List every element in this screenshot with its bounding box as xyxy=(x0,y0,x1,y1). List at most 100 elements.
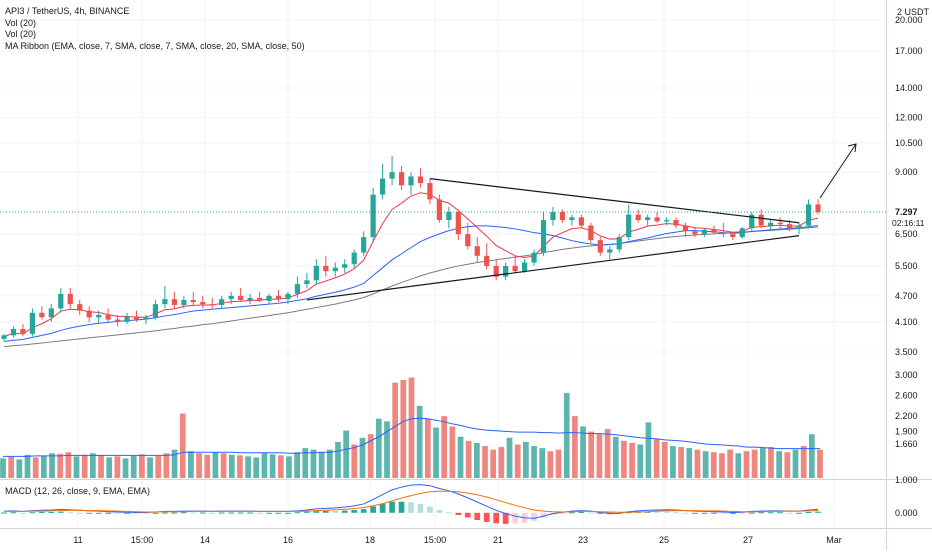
candle[interactable] xyxy=(370,187,376,244)
candle[interactable] xyxy=(332,262,338,277)
candle[interactable] xyxy=(597,237,603,256)
volume-bar[interactable] xyxy=(57,453,64,478)
candle[interactable] xyxy=(304,272,310,288)
candle[interactable] xyxy=(143,315,149,325)
macd-histogram-bar[interactable] xyxy=(408,502,414,513)
candle[interactable] xyxy=(673,217,679,229)
candle[interactable] xyxy=(711,225,717,235)
macd-histogram-bar[interactable] xyxy=(578,511,585,513)
candle[interactable] xyxy=(342,259,348,273)
candle[interactable] xyxy=(749,212,755,232)
volume-bar[interactable] xyxy=(351,444,358,478)
macd-histogram-bar[interactable] xyxy=(748,512,755,514)
volume-bar[interactable] xyxy=(433,427,439,478)
candle[interactable] xyxy=(190,291,196,307)
candle[interactable] xyxy=(493,259,499,281)
macd-histogram-bar[interactable] xyxy=(247,512,253,514)
macd-histogram-bar[interactable] xyxy=(701,512,708,514)
macd-histogram-bar[interactable] xyxy=(294,512,301,514)
volume-bar[interactable] xyxy=(212,452,219,478)
macd-histogram-bar[interactable] xyxy=(67,512,74,514)
candle[interactable] xyxy=(540,212,547,256)
volume-bar[interactable] xyxy=(474,442,480,478)
candle[interactable] xyxy=(294,276,301,298)
volume-bar[interactable] xyxy=(326,449,333,478)
macd-histogram-bar[interactable] xyxy=(124,512,130,514)
symbol-title[interactable]: API3 / TetherUS, 4h, BINANCE xyxy=(5,6,130,16)
candle[interactable] xyxy=(313,259,319,285)
macd-histogram-bar[interactable] xyxy=(1,512,7,514)
volume-bar[interactable] xyxy=(523,441,529,478)
volume-bar[interactable] xyxy=(73,456,80,478)
candle[interactable] xyxy=(796,222,802,235)
candle[interactable] xyxy=(67,287,73,309)
macd-histogram-bar[interactable] xyxy=(654,511,660,513)
volume-bar[interactable] xyxy=(384,421,390,478)
macd-histogram-bar[interactable] xyxy=(180,512,187,514)
volume-bar[interactable] xyxy=(139,454,145,478)
macd-histogram-bar[interactable] xyxy=(95,512,102,514)
macd-histogram-bar[interactable] xyxy=(256,512,263,514)
candle[interactable] xyxy=(181,295,187,309)
macd-histogram-bar[interactable] xyxy=(436,510,443,513)
candle[interactable] xyxy=(682,222,689,238)
candle[interactable] xyxy=(228,291,234,305)
volume-bar[interactable] xyxy=(800,446,807,478)
macd-histogram-bar[interactable] xyxy=(57,511,64,513)
candle[interactable] xyxy=(616,234,622,253)
volume-bar[interactable] xyxy=(563,392,570,478)
macd-histogram-bar[interactable] xyxy=(569,512,575,514)
candle[interactable] xyxy=(124,312,130,325)
macd-histogram-bar[interactable] xyxy=(190,512,197,514)
macd-histogram-bar[interactable] xyxy=(455,512,462,516)
volume-bar[interactable] xyxy=(670,446,676,478)
candle[interactable] xyxy=(256,291,263,303)
macd-histogram-bar[interactable] xyxy=(10,512,17,514)
volume-bar[interactable] xyxy=(171,449,178,478)
macd-histogram-bar[interactable] xyxy=(389,501,395,513)
macd-histogram-bar[interactable] xyxy=(597,512,604,514)
candle[interactable] xyxy=(200,295,206,309)
volume-bar[interactable] xyxy=(751,449,758,478)
candle[interactable] xyxy=(436,194,442,223)
upper-trendline[interactable] xyxy=(429,178,800,224)
volume-bar[interactable] xyxy=(310,449,317,478)
volume-bar[interactable] xyxy=(90,453,96,478)
macd-histogram-bar[interactable] xyxy=(322,510,329,513)
macd-histogram-bar[interactable] xyxy=(502,512,509,524)
volume-bar[interactable] xyxy=(163,453,170,478)
volume-bar[interactable] xyxy=(661,441,668,478)
candle[interactable] xyxy=(398,165,405,190)
volume-bar[interactable] xyxy=(768,447,774,478)
time-axis[interactable]: 11 15:00 14 16 18 15:00 21 23 25 27 Mar xyxy=(73,535,841,545)
ma-ribbon-label[interactable]: MA Ribbon (EMA, close, 7, SMA, close, 7,… xyxy=(5,40,305,51)
macd-histogram-bar[interactable] xyxy=(266,512,272,514)
volume-bar[interactable] xyxy=(588,431,595,478)
candle[interactable] xyxy=(152,299,159,320)
volume-bar[interactable] xyxy=(719,453,725,478)
volume-bar[interactable] xyxy=(400,380,407,478)
candle[interactable] xyxy=(578,214,584,229)
volume-bar[interactable] xyxy=(506,437,513,478)
macd-histogram-bar[interactable] xyxy=(29,512,36,514)
macd-histogram-bar[interactable] xyxy=(332,510,339,513)
volume-bar[interactable] xyxy=(81,454,88,478)
volume-bar[interactable] xyxy=(65,452,72,478)
macd-histogram-bar[interactable] xyxy=(805,511,812,513)
macd-histogram-bar[interactable] xyxy=(370,506,376,513)
candle[interactable] xyxy=(484,243,490,270)
candle[interactable] xyxy=(10,326,17,338)
candle[interactable] xyxy=(739,226,745,239)
candle[interactable] xyxy=(446,206,452,229)
volume-bar[interactable] xyxy=(457,436,464,478)
macd-histogram-bar[interactable] xyxy=(304,511,310,513)
candle[interactable] xyxy=(105,308,111,322)
volume-bar[interactable] xyxy=(498,447,505,478)
candle[interactable] xyxy=(389,155,395,186)
candle[interactable] xyxy=(730,231,736,241)
macd-histogram-bar[interactable] xyxy=(663,511,670,513)
candle[interactable] xyxy=(323,255,329,277)
volume-bar[interactable] xyxy=(637,444,644,478)
